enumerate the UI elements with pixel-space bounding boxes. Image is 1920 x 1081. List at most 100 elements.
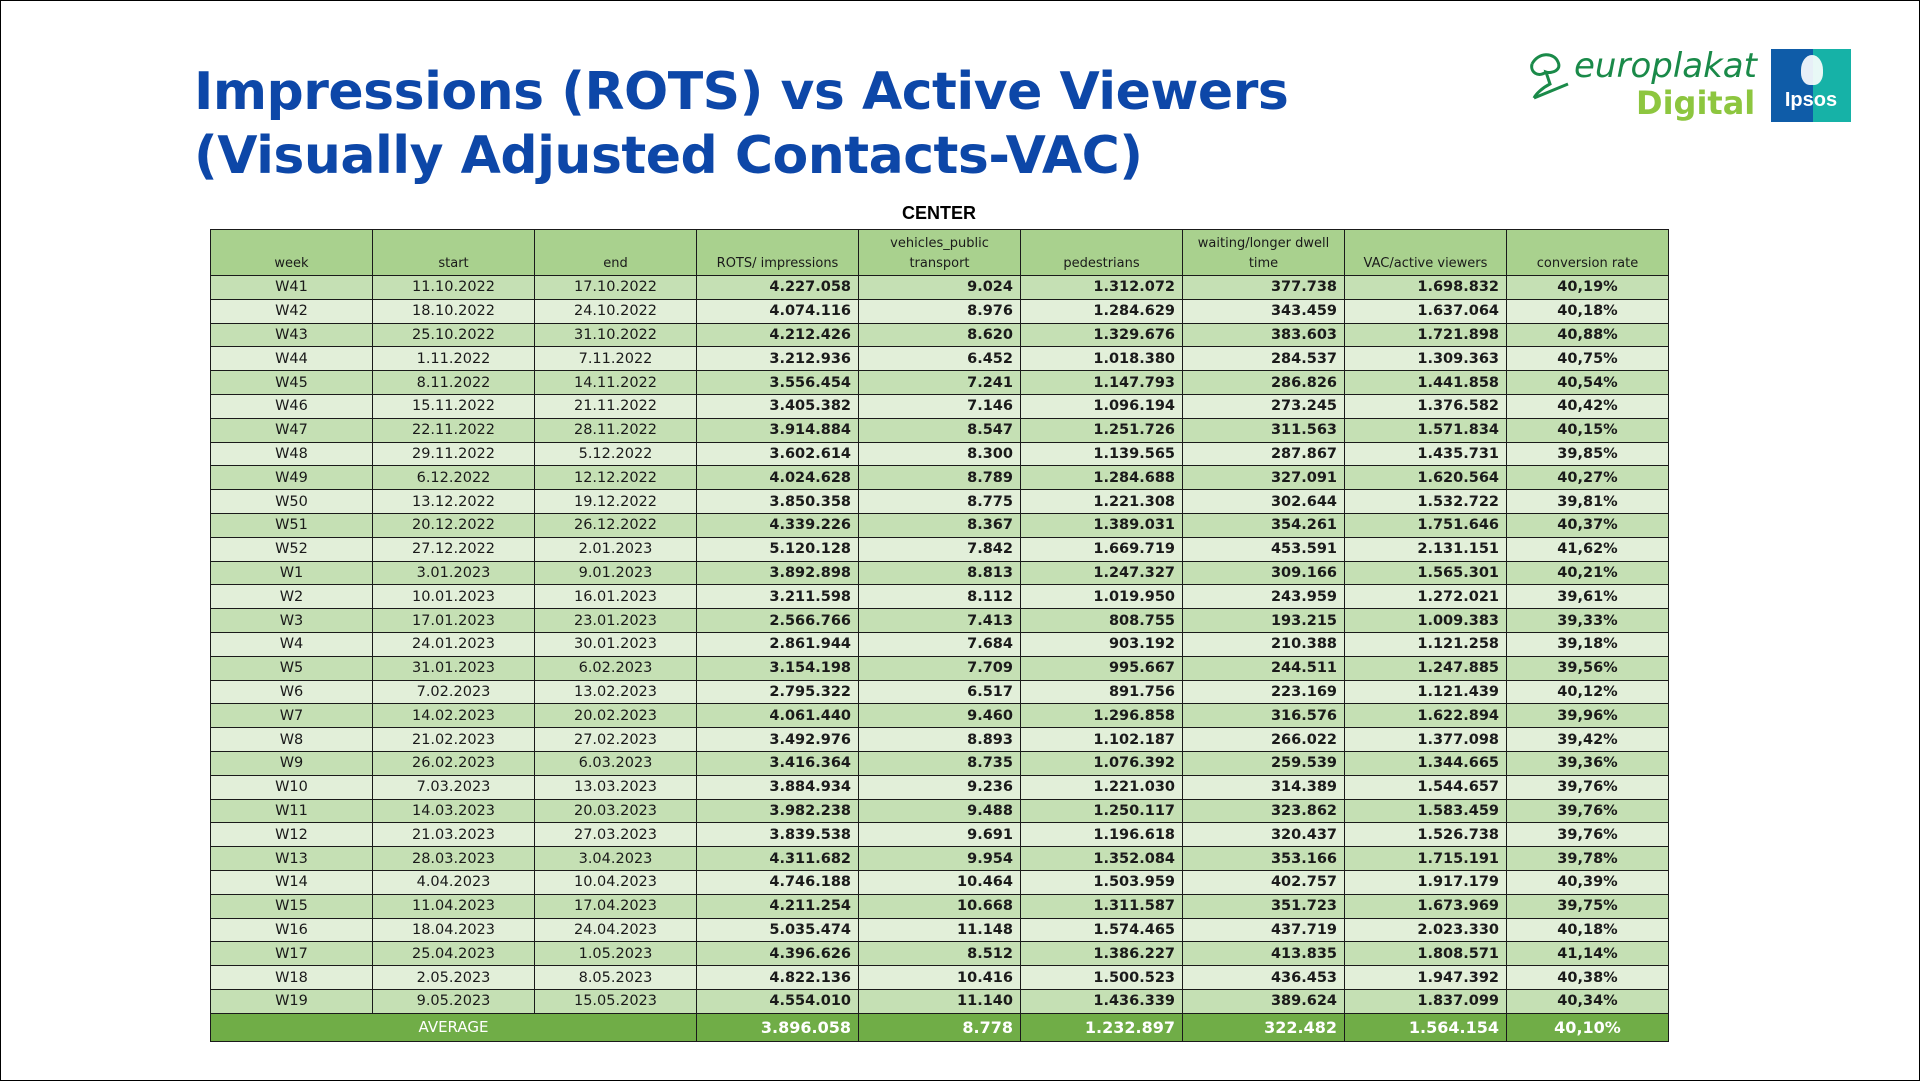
table-cell: 1.808.571	[1344, 941, 1507, 967]
table-cell: 4.554.010	[696, 988, 859, 1014]
table-cell: 8.893	[858, 727, 1021, 752]
table-cell: 3.892.898	[696, 560, 859, 586]
table-cell: 21.11.2022	[534, 393, 697, 419]
table-cell: 1.698.832	[1344, 275, 1507, 300]
table-cell: 4.396.626	[696, 941, 859, 967]
header-start: start	[372, 229, 535, 276]
table-cell: W8	[210, 727, 373, 752]
table-cell: 6.03.2023	[534, 750, 697, 776]
table-cell: 16.01.2023	[534, 584, 697, 610]
table-cell: 23.01.2023	[534, 608, 697, 633]
table-row: W42 18.10.2022 24.10.2022 4.074.116 8.976 1.2…	[210, 298, 1669, 324]
table-cell: 1.221.308	[1020, 489, 1183, 514]
table-cell: W50	[210, 489, 373, 514]
table-cell: 7.684	[858, 631, 1021, 657]
table-cell: 1.377.098	[1344, 727, 1507, 752]
table-cell: 40,18%	[1506, 298, 1669, 324]
table-cell: 1.637.064	[1344, 298, 1507, 324]
table-cell: 1.139.565	[1020, 441, 1183, 467]
table-cell: W14	[210, 869, 373, 895]
table-cell: 40,15%	[1506, 417, 1669, 443]
table-cell: 1.436.339	[1020, 988, 1183, 1014]
table-cell: 8.620	[858, 322, 1021, 348]
table-cell: 1.620.564	[1344, 465, 1507, 491]
table-cell: 7.02.2023	[372, 679, 535, 705]
table-cell: 3.212.936	[696, 346, 859, 372]
table-cell: 354.261	[1182, 512, 1345, 538]
table-cell: 11.04.2023	[372, 893, 535, 919]
table-cell: W12	[210, 822, 373, 848]
table-cell: 39,33%	[1506, 608, 1669, 633]
table-cell: 14.11.2022	[534, 370, 697, 395]
table-cell: 3.982.238	[696, 798, 859, 824]
table-cell: 808.755	[1020, 608, 1183, 633]
table-cell: W49	[210, 465, 373, 491]
table-cell: 39,85%	[1506, 441, 1669, 467]
table-cell: 1.389.031	[1020, 512, 1183, 538]
header-waiting-dwell-time: waiting/longer dwell time	[1182, 229, 1345, 276]
table-cell: 437.719	[1182, 917, 1345, 943]
table-cell: 3.884.934	[696, 774, 859, 800]
table-row: W6 7.02.2023 13.02.2023 2.795.322 6.517 891.7…	[210, 679, 1669, 705]
table-cell: 3.914.884	[696, 417, 859, 443]
table-cell: 1.571.834	[1344, 417, 1507, 443]
table-cell: 39,96%	[1506, 703, 1669, 729]
table-cell: 1.715.191	[1344, 846, 1507, 871]
table-header-row: week start end ROTS/ impressions vehicles_pu…	[210, 229, 1669, 276]
table-row: W41 11.10.2022 17.10.2022 4.227.058 9.024 1.3…	[210, 275, 1669, 300]
table-cell: 14.03.2023	[372, 798, 535, 824]
table-cell: 28.03.2023	[372, 846, 535, 871]
table-cell: W15	[210, 893, 373, 919]
table-cell: 24.04.2023	[534, 917, 697, 943]
table-cell: 26.02.2023	[372, 750, 535, 776]
table-cell: 8.05.2023	[534, 965, 697, 990]
table-cell: 9.488	[858, 798, 1021, 824]
table-cell: 995.667	[1020, 655, 1183, 681]
table-cell: 22.11.2022	[372, 417, 535, 443]
table-cell: 1.544.657	[1344, 774, 1507, 800]
average-cell: 3.896.058	[696, 1012, 859, 1042]
table-cell: 1.009.383	[1344, 608, 1507, 633]
table-cell: 8.813	[858, 560, 1021, 586]
table-cell: 1.441.858	[1344, 370, 1507, 395]
table-cell: 39,81%	[1506, 489, 1669, 514]
table-cell: 2.05.2023	[372, 965, 535, 990]
table-cell: 40,75%	[1506, 346, 1669, 372]
table-cell: 39,18%	[1506, 631, 1669, 657]
table-cell: 2.01.2023	[534, 536, 697, 562]
table-cell: 402.757	[1182, 869, 1345, 895]
table-cell: 1.435.731	[1344, 441, 1507, 467]
table-cell: 27.03.2023	[534, 822, 697, 848]
table-cell: 316.576	[1182, 703, 1345, 729]
average-cell: 40,10%	[1506, 1012, 1669, 1042]
table-cell: 20.03.2023	[534, 798, 697, 824]
table-cell: W3	[210, 608, 373, 633]
header-pedestrians: pedestrians	[1020, 229, 1183, 276]
ipsos-logo: Ipsos	[1771, 49, 1851, 122]
table-cell: 41,62%	[1506, 536, 1669, 562]
table-cell: 21.02.2023	[372, 727, 535, 752]
table-row: W10 7.03.2023 13.03.2023 3.884.934 9.236 1.22…	[210, 774, 1669, 800]
table-row: W5 31.01.2023 6.02.2023 3.154.198 7.709 995.6…	[210, 655, 1669, 681]
table-cell: 40,21%	[1506, 560, 1669, 586]
table-cell: 1.500.523	[1020, 965, 1183, 990]
table-cell: 2.131.151	[1344, 536, 1507, 562]
table-cell: 13.03.2023	[534, 774, 697, 800]
table-cell: W7	[210, 703, 373, 729]
table-row: W4 24.01.2023 30.01.2023 2.861.944 7.684 903.…	[210, 631, 1669, 657]
ipsos-wordmark: Ipsos	[1784, 89, 1838, 111]
table-cell: 24.10.2022	[534, 298, 697, 324]
table-cell: 1.102.187	[1020, 727, 1183, 752]
table-cell: 1.272.021	[1344, 584, 1507, 610]
table-cell: 1.565.301	[1344, 560, 1507, 586]
average-cell: 8.778	[858, 1012, 1021, 1042]
table-cell: 10.01.2023	[372, 584, 535, 610]
header-rots-impressions: ROTS/ impressions	[696, 229, 859, 276]
table-cell: 389.624	[1182, 988, 1345, 1014]
table-cell: 9.05.2023	[372, 988, 535, 1014]
table-cell: 17.04.2023	[534, 893, 697, 919]
table-cell: 1.247.885	[1344, 655, 1507, 681]
table-cell: 20.02.2023	[534, 703, 697, 729]
table-cell: 1.622.894	[1344, 703, 1507, 729]
table-cell: 286.826	[1182, 370, 1345, 395]
